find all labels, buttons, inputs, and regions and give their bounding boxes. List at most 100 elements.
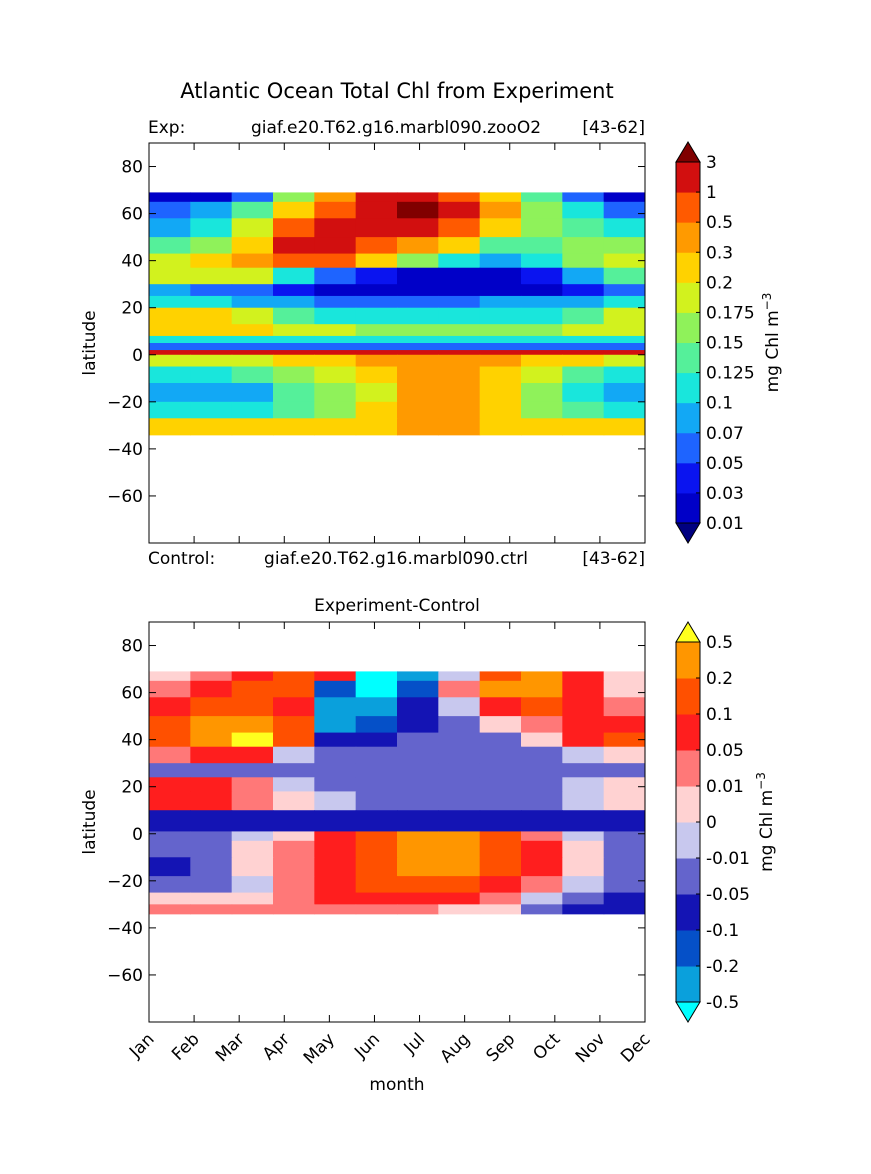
heatmap-cell	[149, 680, 191, 698]
heatmap-cell	[355, 383, 398, 403]
plot-frame	[148, 142, 646, 544]
heatmap-cell	[190, 350, 233, 356]
heatmap-cell	[397, 810, 439, 823]
heatmap-cell	[603, 763, 645, 778]
heatmap-cell	[190, 810, 233, 823]
heatmap-cell	[355, 840, 398, 858]
heatmap-cell	[149, 324, 191, 337]
heatmap-cell	[562, 840, 605, 858]
heatmap-cell	[273, 716, 315, 734]
heatmap-cell	[562, 892, 605, 905]
heatmap-cell	[190, 892, 233, 905]
heatmap-cell	[603, 732, 645, 748]
heatmap-cell	[355, 218, 398, 238]
heatmap-cell	[314, 697, 357, 717]
experiment-name: giaf.e20.T62.g16.marbl090.zooO2	[251, 118, 541, 138]
colorbar-level-label: 0.3	[706, 243, 733, 263]
heatmap-cell	[190, 831, 233, 842]
heatmap-cell	[355, 335, 398, 344]
heatmap-cell	[521, 840, 563, 858]
heatmap-cell	[273, 857, 315, 877]
y-tick-label: 80	[121, 637, 143, 657]
heatmap-cell	[231, 791, 274, 811]
heatmap-cell	[438, 791, 481, 811]
plot-frame	[148, 621, 646, 1023]
heatmap-cell	[149, 350, 191, 356]
heatmap-cell	[438, 295, 481, 309]
heatmap-cell	[562, 354, 605, 368]
heatmap-cell	[355, 324, 398, 337]
heatmap-cell	[479, 418, 522, 436]
heatmap-cell	[438, 192, 481, 203]
heatmap-cell	[562, 777, 605, 793]
heatmap-cell	[314, 284, 357, 297]
heatmap-cell	[314, 831, 357, 842]
heatmap-cell	[603, 857, 645, 877]
colorbar-segment	[676, 492, 700, 524]
heatmap-cell	[397, 822, 439, 833]
heatmap-cell	[479, 763, 522, 778]
heatmap-cell	[355, 284, 398, 297]
heatmap-cell	[397, 831, 439, 842]
heatmap-cell	[521, 218, 563, 238]
colorbar-segment	[676, 462, 700, 494]
heatmap-cell	[273, 892, 315, 905]
heatmap-cell	[231, 350, 274, 356]
heatmap-cell	[190, 763, 233, 778]
heatmap-cell	[231, 335, 274, 344]
heatmap-cell	[562, 716, 605, 734]
heatmap-cell	[190, 671, 233, 682]
colorbar-level-label: 0.125	[706, 364, 755, 384]
heatmap-cell	[603, 822, 645, 833]
heatmap-cell	[397, 307, 439, 325]
heatmap-cell	[231, 267, 274, 285]
colorbar-segment	[676, 282, 700, 313]
heatmap-cell	[190, 366, 233, 384]
heatmap-cell	[521, 716, 563, 734]
heatmap-cell	[603, 401, 645, 419]
heatmap-cell	[521, 343, 563, 351]
heatmap-cell	[479, 716, 522, 734]
colorbar: 0.01 0.03 0.05 0.07 0.1 0.125 0.15 0.175 0.2 0.3 0…	[675, 141, 783, 544]
heatmap-cell	[149, 876, 191, 894]
heatmap-cell	[438, 697, 481, 717]
heatmap-cell	[314, 840, 357, 858]
heatmap-cell	[231, 201, 274, 219]
heatmap-cell	[562, 284, 605, 297]
heatmap-cell	[479, 237, 522, 255]
heatmap-cell	[355, 680, 398, 698]
heatmap-cell	[355, 777, 398, 793]
heatmap-cell	[231, 857, 274, 877]
heatmap-cell	[603, 418, 645, 436]
heatmap-cell	[314, 810, 357, 823]
heatmap-cell	[562, 876, 605, 894]
heatmap-cell	[479, 324, 522, 337]
heatmap-cell	[190, 201, 233, 219]
heatmap-cell	[190, 822, 233, 833]
experiment-label: Exp:	[148, 118, 185, 138]
colorbar-segment	[676, 162, 700, 193]
heatmap-cell	[397, 671, 439, 682]
heatmap-cell	[314, 324, 357, 337]
heatmap-cell	[603, 791, 645, 811]
heatmap-cell	[190, 295, 233, 309]
heatmap-cell	[521, 671, 563, 682]
colorbar-segment	[676, 786, 700, 823]
heatmap-cell	[521, 366, 563, 384]
colorbar-segment	[676, 342, 700, 374]
heatmap-cell	[479, 354, 522, 368]
heatmap-cell	[603, 697, 645, 717]
heatmap-cell	[355, 401, 398, 419]
heatmap-cell	[438, 810, 481, 823]
heatmap-cell	[479, 777, 522, 793]
heatmap-cell	[149, 840, 191, 858]
heatmap-cell	[397, 732, 439, 748]
heatmap-cell	[521, 350, 563, 356]
heatmap-cell	[149, 201, 191, 219]
heatmap-cell	[397, 904, 439, 915]
heatmap-cell	[190, 732, 233, 748]
heatmap-cell	[149, 267, 191, 285]
heatmap-cell	[190, 284, 233, 297]
heatmap-cell	[314, 904, 357, 915]
x-tick-label: Jun	[350, 1029, 384, 1063]
